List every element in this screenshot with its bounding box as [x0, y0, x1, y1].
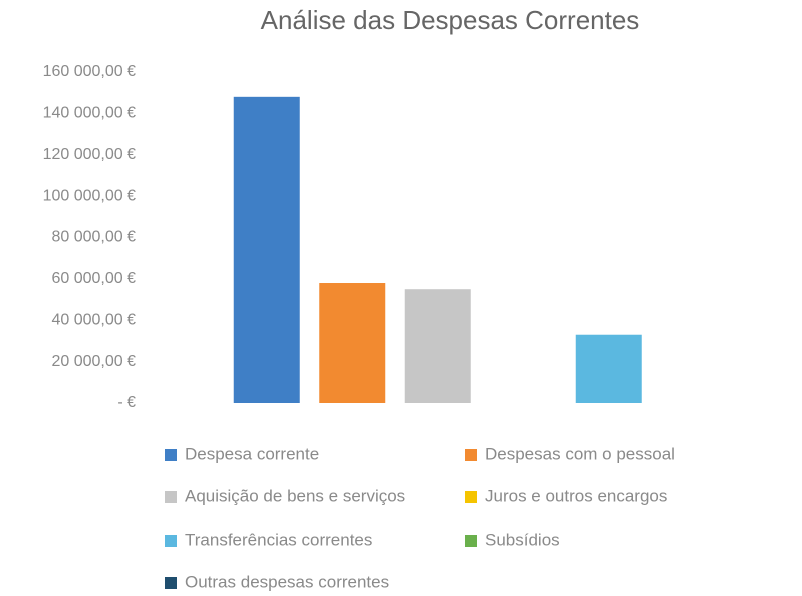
y-tick-label: 160 000,00 € — [43, 63, 137, 80]
y-tick-label: 60 000,00 € — [51, 270, 136, 287]
bar — [404, 289, 471, 403]
legend-marker — [465, 491, 477, 503]
chart-title: Análise das Despesas Correntes — [261, 5, 640, 35]
legend-marker — [165, 577, 177, 589]
bar — [575, 334, 642, 403]
y-tick-label: 20 000,00 € — [51, 353, 136, 370]
legend-label: Juros e outros encargos — [485, 486, 667, 505]
y-tick-label: 140 000,00 € — [43, 105, 137, 122]
bar — [319, 283, 386, 403]
legend-label: Subsídios — [485, 530, 560, 549]
legend-marker — [165, 535, 177, 547]
legend-marker — [465, 449, 477, 461]
bar — [233, 96, 300, 403]
y-tick-label: 40 000,00 € — [51, 311, 136, 328]
y-tick-label: 100 000,00 € — [43, 187, 137, 204]
legend-marker — [165, 491, 177, 503]
y-tick-label: - € — [117, 394, 136, 411]
legend-label: Despesas com o pessoal — [485, 444, 675, 463]
y-tick-label: 80 000,00 € — [51, 229, 136, 246]
legend-label: Transferências correntes — [185, 530, 372, 549]
legend-label: Aquisição de bens e serviços — [185, 486, 405, 505]
legend-marker — [465, 535, 477, 547]
legend-label: Despesa corrente — [185, 444, 319, 463]
legend-marker — [165, 449, 177, 461]
y-tick-label: 120 000,00 € — [43, 146, 137, 163]
legend-label: Outras despesas correntes — [185, 572, 389, 591]
